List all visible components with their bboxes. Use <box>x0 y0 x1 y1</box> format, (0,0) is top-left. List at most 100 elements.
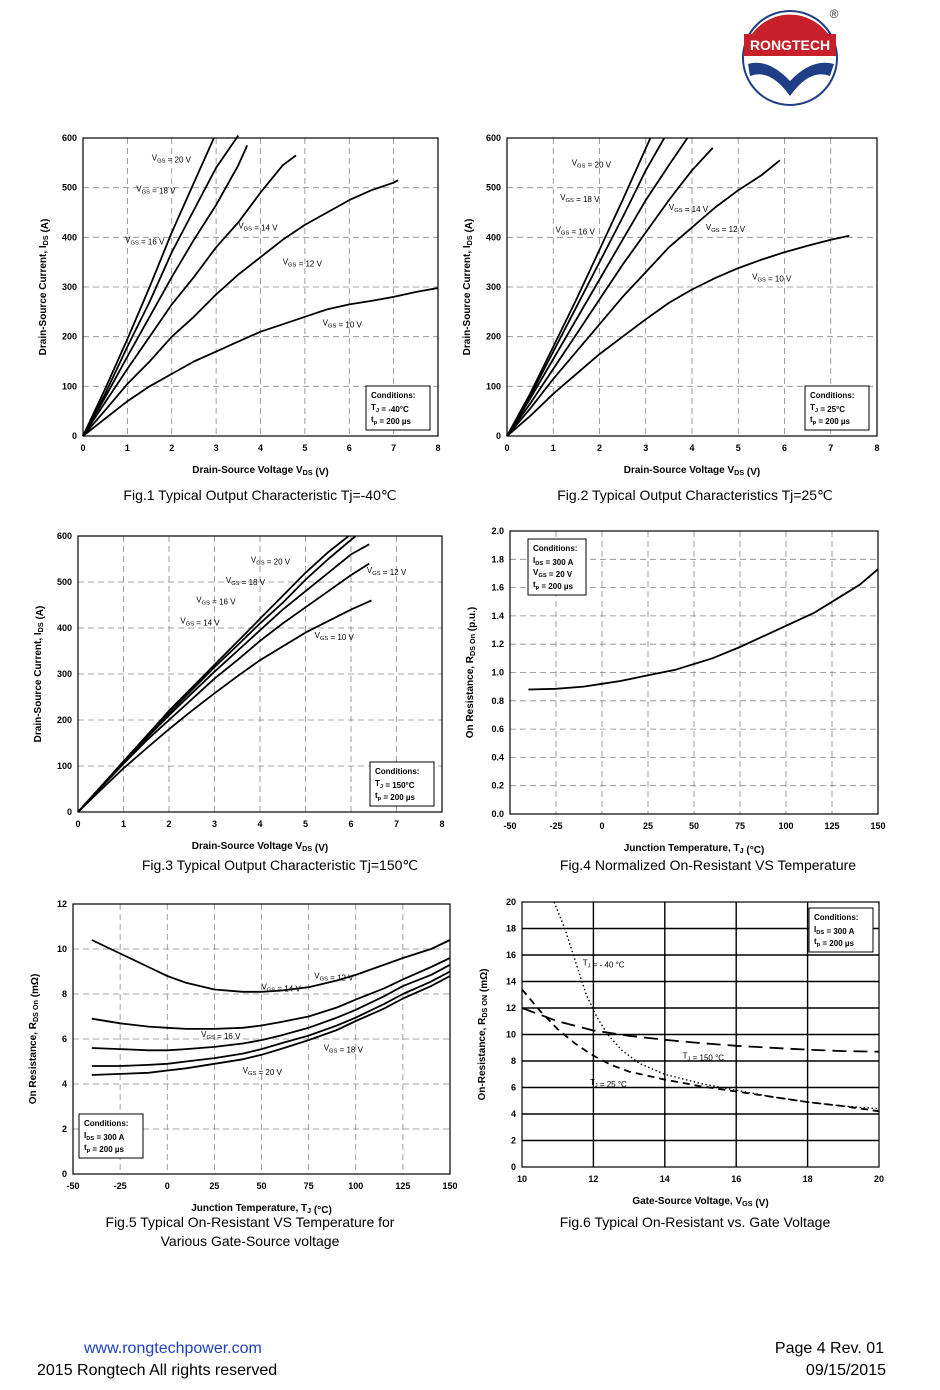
series-line <box>77 599 372 813</box>
y-tick-label: 6 <box>62 1034 67 1044</box>
x-tick-label: 50 <box>256 1181 266 1191</box>
conditions-box <box>527 538 587 596</box>
chart-fig5-svg: -50 -25 0 25 50 75 100 125 150 0 2 4 6 8 10 12 Junction … <box>28 899 458 1216</box>
caption-fig1: Fig.1 Typical Output Characteristic Tj=-… <box>123 487 397 503</box>
y-tick-label: 400 <box>57 623 72 633</box>
x-tick-label: 7 <box>394 819 399 829</box>
chart-fig4-svg: -50 -25 0 25 50 75 100 125 150 0.0 0.2 0.4 0.6 0.8 1.0… <box>465 526 886 856</box>
caption-fig5-line2: Various Gate-Source voltage <box>160 1233 340 1249</box>
y-tick-label: 0 <box>67 807 72 817</box>
series-label: VGS = 18 V <box>560 193 600 204</box>
x-tick-label: 0 <box>80 443 85 453</box>
y-tick-label: 1.0 <box>491 668 504 678</box>
series-label: VGS = 12 V <box>314 971 354 982</box>
y-axis-label: Drain-Source Current, IDS (A) <box>33 606 46 743</box>
series-line <box>506 147 714 437</box>
footer-website-link[interactable]: www.rongtechpower.com <box>84 1340 262 1357</box>
conditions-text: Conditions: <box>371 391 415 400</box>
y-tick-label: 16 <box>506 950 516 960</box>
series-label: VGS = 16 V <box>125 235 165 246</box>
y-tick-label: 400 <box>486 232 501 242</box>
x-tick-label: -25 <box>549 821 562 831</box>
footer-page: Page 4 Rev. 01 <box>774 1340 884 1357</box>
conditions-box <box>804 385 870 431</box>
x-tick-label: 10 <box>517 1174 527 1184</box>
plot-frame <box>82 137 439 437</box>
rongtech-logo: RONGTECH ® <box>738 6 848 106</box>
y-tick-label: 1.8 <box>491 554 504 564</box>
y-tick-label: 200 <box>486 332 501 342</box>
y-tick-label: 600 <box>62 133 77 143</box>
series-line <box>91 975 451 1076</box>
x-axis-label: Drain-Source Voltage VDS (V) <box>624 465 761 478</box>
y-axis-label: Drain-Source Current, IDS (A) <box>462 219 475 356</box>
y-tick-label: 2.0 <box>491 526 504 536</box>
chart-fig5: -50 -25 0 25 50 75 100 125 150 0 2 4 6 8 10 12 Junction … <box>0 890 470 1220</box>
series-label: VGS = 14 V <box>238 221 278 232</box>
conditions-text: Conditions: <box>814 913 858 922</box>
registered-mark: ® <box>830 7 839 21</box>
y-tick-label: 0 <box>511 1162 516 1172</box>
y-tick-label: 8 <box>62 989 67 999</box>
series-line <box>82 287 439 437</box>
series-label: TJ = 150 °C <box>683 1051 725 1062</box>
x-tick-label: 7 <box>828 443 833 453</box>
series-label: VGS = 20 V <box>251 556 291 567</box>
x-tick-label: 25 <box>643 821 653 831</box>
y-tick-label: 300 <box>486 282 501 292</box>
y-tick-label: 400 <box>62 232 77 242</box>
chart-fig4: -50 -25 0 25 50 75 100 125 150 0.0 0.2 0.4 0.6 0.8 1.0… <box>465 520 940 860</box>
series-line <box>91 964 451 1052</box>
series-label: VGS = 10 V <box>752 273 792 284</box>
series-label: VGS = 16 V <box>196 596 236 607</box>
caption-fig4: Fig.4 Normalized On-Resistant VS Tempera… <box>559 857 857 873</box>
x-tick-label: 75 <box>304 1181 314 1191</box>
logo-band <box>744 34 836 56</box>
chart-fig6-svg: 10 12 14 16 18 20 0 2 4 6 8 10 12 14 16 18 20 Gate-Source… <box>477 897 884 1209</box>
y-axis-label: On Resistance, RDS On (p.u.) <box>465 607 478 738</box>
y-tick-label: 12 <box>506 1003 516 1013</box>
x-tick-label: 125 <box>824 821 839 831</box>
conditions-text: TJ = -40°C <box>371 403 409 414</box>
y-tick-label: 14 <box>506 977 516 987</box>
chart-fig1-svg: 0 1 2 3 4 5 6 7 8 0 100 200 300 400 500 600 Drain-Source… <box>38 133 441 478</box>
series-label: VGS = 18 V <box>136 185 176 196</box>
y-tick-label: 0.4 <box>491 752 504 762</box>
x-tick-label: 0 <box>165 1181 170 1191</box>
x-tick-label: 18 <box>803 1174 813 1184</box>
logo-text: RONGTECH <box>750 37 830 53</box>
x-tick-label: 2 <box>597 443 602 453</box>
series-label: VGS = 14 V <box>262 983 302 994</box>
conditions-box <box>78 1113 144 1159</box>
x-tick-label: 4 <box>257 819 262 829</box>
series-label: VGS = 10 V <box>315 631 355 642</box>
y-tick-label: 0.0 <box>491 809 504 819</box>
series-label: VGS = 20 V <box>243 1066 283 1077</box>
conditions-text: IDS = 300 A <box>84 1131 125 1142</box>
x-tick-label: 3 <box>214 443 219 453</box>
x-axis-label: Drain-Source Voltage VDS (V) <box>192 841 329 854</box>
conditions-text: tp = 200 µs <box>375 791 415 802</box>
series-line <box>521 988 880 1113</box>
chart-fig3: 0 1 2 3 4 5 6 7 8 0 100 200 300 400 500 600 Drain-Source… <box>0 520 470 860</box>
x-tick-label: 2 <box>169 443 174 453</box>
y-tick-label: 20 <box>506 897 516 907</box>
y-tick-label: 18 <box>506 924 516 934</box>
conditions-text: Conditions: <box>84 1119 128 1128</box>
caption-fig6: Fig.6 Typical On-Resistant vs. Gate Volt… <box>559 1214 831 1230</box>
y-tick-label: 8 <box>511 1056 516 1066</box>
conditions-box <box>369 761 435 807</box>
y-tick-label: 300 <box>57 669 72 679</box>
x-tick-label: 6 <box>347 443 352 453</box>
x-tick-label: 8 <box>874 443 879 453</box>
x-tick-label: 100 <box>348 1181 363 1191</box>
caption-fig2: Fig.2 Typical Output Characteristics Tj=… <box>557 487 833 503</box>
plot-frame <box>509 530 879 815</box>
conditions-text: VGS = 20 V <box>533 568 573 579</box>
chart-fig1: 0 1 2 3 4 5 6 7 8 0 100 200 300 400 500 600 Drain-Source… <box>0 120 470 490</box>
series-label: VGS = 12 V <box>367 566 407 577</box>
conditions-text: tp = 200 µs <box>84 1143 124 1154</box>
caption-fig3: Fig.3 Typical Output Characteristic Tj=1… <box>141 857 419 873</box>
plot-frame <box>72 903 451 1175</box>
conditions-text: TJ = 150°C <box>375 779 415 790</box>
